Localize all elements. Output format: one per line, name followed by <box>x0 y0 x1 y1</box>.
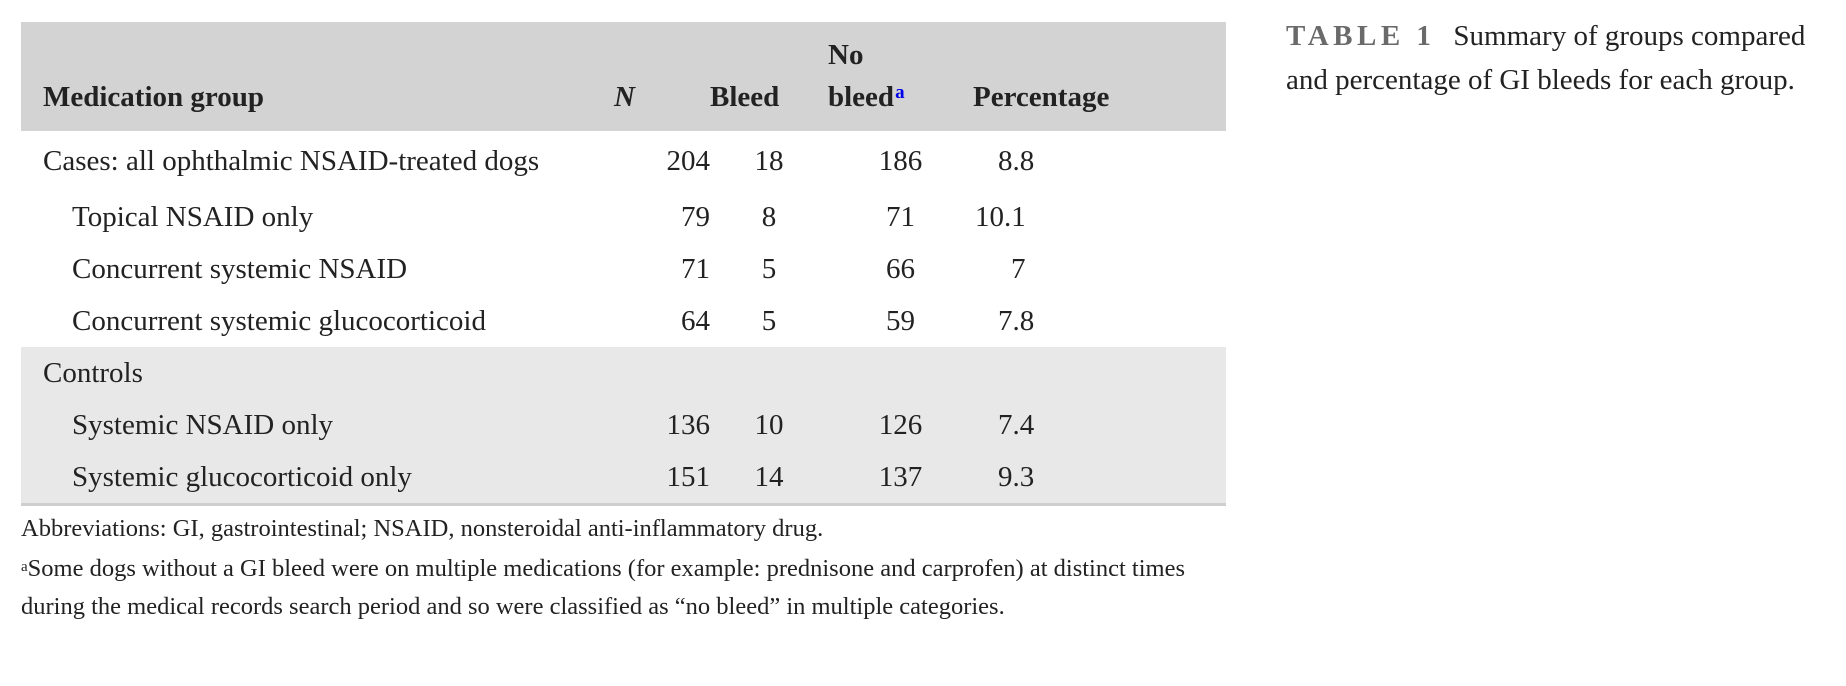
abbreviations-note: Abbreviations: GI, gastrointestinal; NSA… <box>21 515 824 542</box>
cell-n <box>605 347 710 399</box>
cell-n: 151 <box>605 451 710 506</box>
header-row: Medication group N Bleed No bleeda Percen… <box>21 22 1226 131</box>
cell-percentage: 7 <box>1011 253 1026 285</box>
cell-group: Topical NSAID only <box>72 201 314 233</box>
cell-bleed: 18 <box>754 145 784 177</box>
cell-percentage: 8.8 <box>998 145 1035 177</box>
cell-n: 64 <box>681 305 710 337</box>
footnote-a-link[interactable]: a <box>895 82 905 103</box>
header-n: N <box>614 81 635 113</box>
header-no-bleed: No bleeda <box>828 22 973 131</box>
table-row-concurrent-glucocorticoid: Concurrent systemic glucocorticoid 64 5 … <box>21 295 1226 347</box>
cell-n: 204 <box>666 145 711 177</box>
cell-no-bleed <box>828 347 973 399</box>
table-row-systemic-nsaid: Systemic NSAID only 136 10 126 7.4 <box>21 399 1226 451</box>
summary-table: Medication group N Bleed No bleeda Percen… <box>21 22 1226 506</box>
cell-group: Systemic NSAID only <box>72 409 333 441</box>
footnote-a-marker: a <box>21 559 28 575</box>
table-footnotes: Abbreviations: GI, gastrointestinal; NSA… <box>21 510 1251 626</box>
cell-bleed: 5 <box>761 253 777 285</box>
cell-group: Concurrent systemic glucocorticoid <box>72 305 486 337</box>
cell-group: Cases: all ophthalmic NSAID-treated dogs <box>43 145 540 177</box>
table-label: TABLE 1 <box>1286 20 1436 52</box>
cell-group: Controls <box>43 357 143 389</box>
cell-percentage: 7.4 <box>998 409 1035 441</box>
cell-no-bleed: 59 <box>886 305 915 337</box>
cell-percentage: 10.1 <box>975 201 1026 233</box>
cell-percentage <box>973 347 1226 399</box>
cell-group: Systemic glucocorticoid only <box>21 451 605 506</box>
header-no-bleed-line1: No <box>828 39 864 71</box>
cell-bleed: 8 <box>761 201 777 233</box>
cell-n: 136 <box>666 409 711 441</box>
cell-no-bleed: 71 <box>886 201 915 233</box>
table-row-cases-all: Cases: all ophthalmic NSAID-treated dogs… <box>21 131 1226 191</box>
header-percentage: Percentage <box>973 81 1110 113</box>
table-caption: TABLE 1 Summary of groups compared and pe… <box>1286 14 1846 102</box>
header-bleed: Bleed <box>710 81 780 113</box>
cell-no-bleed: 186 <box>878 145 923 177</box>
table-row-controls: Controls <box>21 347 1226 399</box>
cell-n: 79 <box>681 201 710 233</box>
cell-n: 71 <box>681 253 710 285</box>
cell-no-bleed: 66 <box>886 253 915 285</box>
cell-percentage: 7.8 <box>998 305 1035 337</box>
cell-bleed: 14 <box>710 451 828 506</box>
cell-bleed <box>710 347 828 399</box>
table-row-topical-nsaid: Topical NSAID only 79 8 71 10.1 <box>21 191 1226 243</box>
footnote-a: aSome dogs without a GI bleed were on mu… <box>21 550 1251 626</box>
table-header: Medication group N Bleed No bleeda Percen… <box>21 22 1226 131</box>
summary-table-container: Medication group N Bleed No bleeda Percen… <box>21 22 1226 506</box>
cell-bleed: 5 <box>761 305 777 337</box>
header-medication-group: Medication group <box>43 81 264 113</box>
footnote-a-text: Some dogs without a GI bleed were on mul… <box>21 555 1185 620</box>
cell-bleed: 10 <box>754 409 784 441</box>
cell-no-bleed: 137 <box>828 451 973 506</box>
cell-group: Concurrent systemic NSAID <box>72 253 408 285</box>
cell-no-bleed: 126 <box>878 409 923 441</box>
table-body: Cases: all ophthalmic NSAID-treated dogs… <box>21 131 1226 506</box>
table-row-concurrent-nsaid: Concurrent systemic NSAID 71 5 66 7 <box>21 243 1226 295</box>
table-row-systemic-glucocorticoid: Systemic glucocorticoid only 151 14 137 … <box>21 451 1226 506</box>
caption-text: Summary of groups compared and percentag… <box>1286 20 1806 96</box>
header-no-bleed-line2: bleed <box>828 81 895 113</box>
cell-percentage: 9.3 <box>973 451 1226 506</box>
